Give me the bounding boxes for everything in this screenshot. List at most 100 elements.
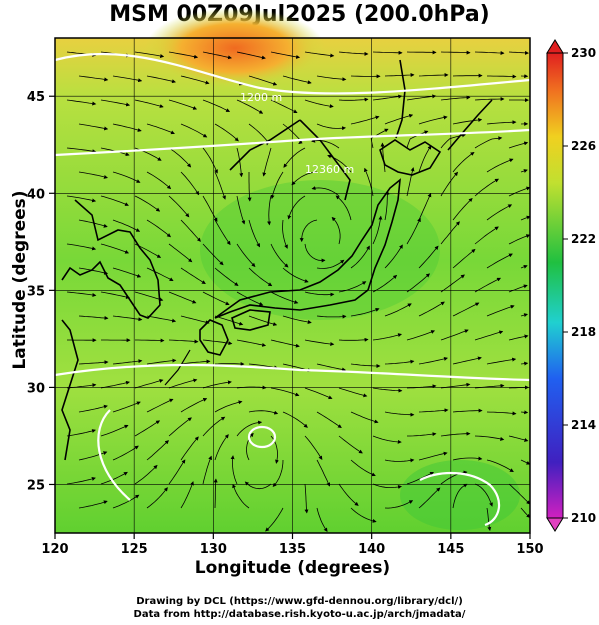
x-tick-label: 140 [358, 542, 385, 557]
streamline [267, 195, 272, 226]
streamline [440, 50, 471, 55]
streamline [168, 147, 192, 168]
streamline [486, 357, 517, 365]
contour-line [419, 471, 501, 527]
streamline [304, 291, 335, 297]
plot-area: 1200 m 12360 m [54, 8, 531, 534]
streamline [270, 243, 289, 268]
colorbar: 210 214 218 222 226 230 [546, 39, 596, 532]
streamline [508, 435, 529, 442]
streamline [230, 455, 238, 485]
streamline [146, 267, 174, 281]
streamline [372, 50, 403, 55]
streamline [202, 99, 231, 112]
streamline [440, 221, 460, 245]
streamline [248, 315, 278, 326]
streamline [338, 97, 369, 102]
colorbar-tick-label: 222 [571, 232, 596, 246]
streamline [406, 384, 437, 389]
streamline [202, 291, 230, 306]
streamline [384, 500, 414, 509]
streamline [66, 291, 97, 297]
streamline [236, 420, 263, 437]
streamline [304, 339, 335, 346]
streamline [474, 277, 502, 293]
streamline [520, 264, 528, 269]
streamline [508, 50, 529, 55]
streamline [338, 51, 369, 56]
streamline [247, 172, 252, 202]
streamline [372, 387, 403, 393]
streamline [146, 75, 176, 84]
streamline [406, 217, 421, 245]
streamline [282, 75, 312, 85]
x-tick-label: 135 [279, 542, 306, 557]
streamline [350, 115, 380, 125]
streamline [452, 302, 480, 317]
streamline [372, 215, 383, 245]
streamline [180, 481, 194, 509]
streamline [384, 190, 390, 221]
streamline [418, 487, 441, 509]
streamline [508, 284, 528, 293]
streamline [134, 195, 161, 212]
streamline [406, 167, 415, 197]
streamline [78, 404, 108, 413]
streamline [78, 360, 109, 365]
streamline [66, 243, 97, 251]
streamline [331, 216, 341, 245]
streamline [265, 507, 284, 532]
streamline [508, 186, 531, 197]
y-ticks: 25 30 35 40 45 [27, 90, 55, 493]
streamline [213, 478, 218, 509]
streamline [452, 408, 483, 413]
streamline [78, 123, 109, 131]
streamline [304, 99, 334, 109]
streamline [474, 97, 505, 101]
streamline [202, 380, 232, 389]
streamline [418, 356, 448, 365]
y-tick-label: 35 [27, 284, 45, 299]
colorbar-tick-label: 218 [571, 325, 596, 339]
streamline [311, 186, 340, 197]
cool-region-south [400, 460, 520, 530]
streamline [520, 169, 528, 173]
streamline [384, 113, 414, 125]
streamline [440, 95, 471, 101]
streamline [440, 329, 469, 341]
streamline [180, 75, 210, 85]
streamline [372, 333, 402, 341]
streamline [338, 435, 363, 454]
streamline [146, 123, 175, 135]
streamline [248, 219, 260, 248]
streamline [112, 219, 141, 232]
streamline [168, 459, 186, 485]
contour-line [54, 128, 531, 157]
streamline [146, 487, 168, 509]
streamline [244, 481, 272, 490]
streamline [418, 451, 448, 461]
streamline [452, 456, 483, 461]
y-axis-label: Latitude (degrees) [10, 190, 30, 370]
streamline [364, 167, 374, 197]
streamline [508, 141, 529, 149]
streamline [100, 471, 128, 485]
streamline [508, 234, 531, 245]
streamline [168, 195, 190, 218]
streamline [100, 243, 130, 254]
streamline [202, 195, 218, 222]
streamline [304, 387, 333, 400]
streamline [180, 267, 206, 285]
streamline [291, 171, 318, 186]
streamline [486, 253, 513, 269]
y-tick-label: 40 [27, 187, 45, 202]
streamline [486, 158, 514, 173]
streamline [214, 267, 239, 286]
streamline [474, 483, 493, 507]
y-tick-label: 45 [27, 90, 45, 105]
streamline [440, 171, 459, 197]
streamline [418, 245, 439, 269]
contour-line [97, 409, 131, 501]
streamline [236, 291, 264, 306]
streamline [112, 359, 143, 365]
